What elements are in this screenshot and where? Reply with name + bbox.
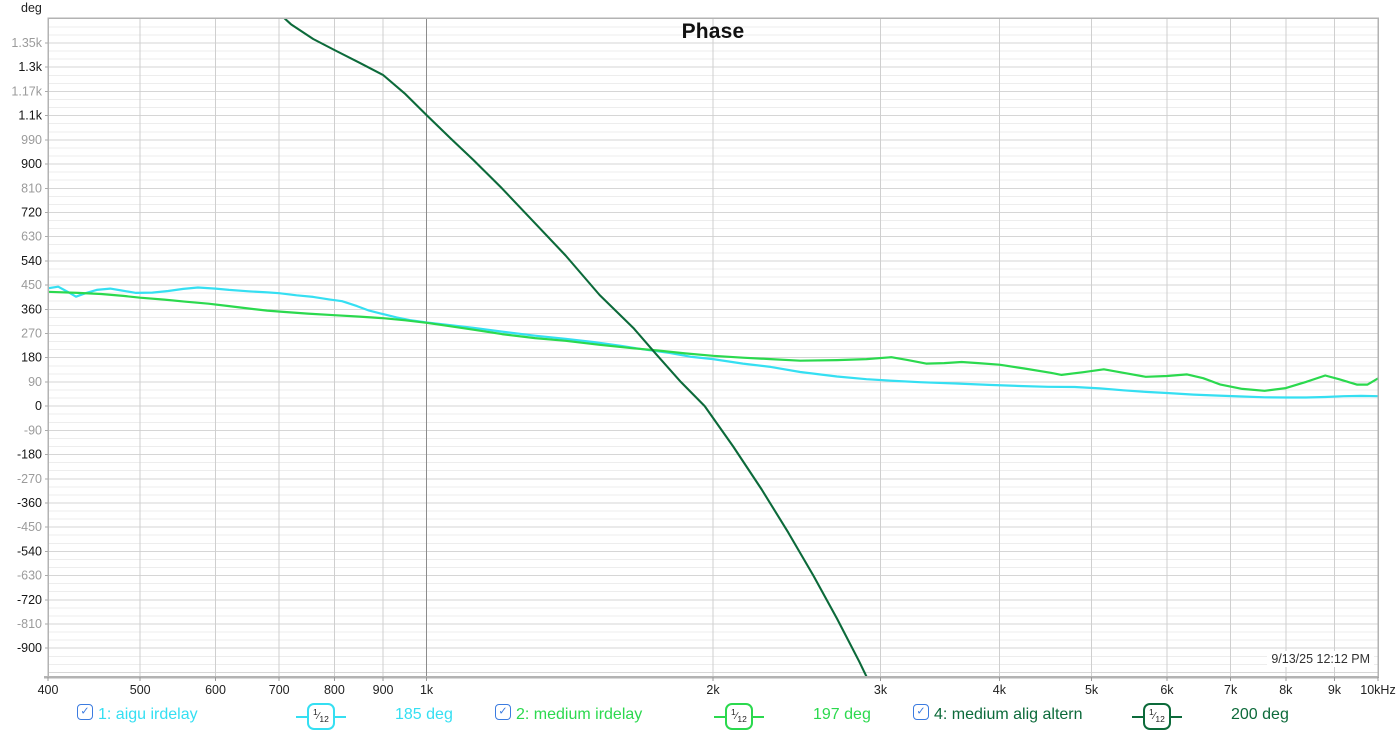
- y-tick-label: -900: [17, 641, 42, 655]
- trace1-visibility-checkbox[interactable]: ✓: [77, 704, 93, 720]
- x-tick-label: 1k: [420, 683, 434, 697]
- checkmark-icon: ✓: [498, 705, 508, 717]
- y-tick-label: 1.17k: [11, 84, 42, 98]
- trace1-smoothing-icon: 1⁄12: [296, 703, 346, 730]
- smoothing-stub-right: [334, 715, 346, 718]
- smoothing-stub-right: [752, 715, 764, 718]
- y-tick-label: 990: [21, 133, 42, 147]
- x-tick-label: 5k: [1085, 683, 1099, 697]
- y-tick-label: -540: [17, 544, 42, 558]
- y-tick-label: 630: [21, 230, 42, 244]
- y-tick-label: 450: [21, 278, 42, 292]
- plot-border: [44, 17, 1379, 679]
- y-axis-labels: 1.35k1.3k1.17k1.1k9909008107206305404503…: [11, 36, 42, 655]
- y-tick-label: 360: [21, 302, 42, 316]
- trace-lines: [48, 18, 1378, 677]
- x-tick-label: 7k: [1224, 683, 1238, 697]
- trace3-visibility-checkbox[interactable]: ✓: [913, 704, 929, 720]
- timestamp: 9/13/25 12:12 PM: [1267, 651, 1374, 667]
- y-tick-label: 1.3k: [18, 60, 42, 74]
- x-tick-label: 900: [373, 683, 394, 697]
- y-tick-label: 90: [28, 375, 42, 389]
- smoothing-fraction: 1⁄12: [1143, 703, 1171, 730]
- x-tick-label: 8k: [1279, 683, 1293, 697]
- y-tick-label: -720: [17, 593, 42, 607]
- legend-bar: [0, 700, 1400, 728]
- trace3-smoothing-icon: 1⁄12: [1132, 703, 1182, 730]
- y-tick-label: -180: [17, 448, 42, 462]
- vertical-gridlines: [139, 18, 1379, 677]
- x-tick-label: 500: [130, 683, 151, 697]
- trace2-smoothing-icon: 1⁄12: [714, 703, 764, 730]
- trace-3: [282, 18, 868, 677]
- trace1-label: 1: aigu irdelay: [98, 706, 198, 723]
- y-tick-label: -630: [17, 569, 42, 583]
- trace-1: [48, 285, 1378, 399]
- x-axis-labels: 400 500 600 700 800 900 1k 2k 3k 4k 5k 6k 7k 8k 9k 10kH…: [38, 683, 1396, 697]
- y-tick-label: 720: [21, 205, 42, 219]
- x-tick-label: 4k: [993, 683, 1007, 697]
- trace2-visibility-checkbox[interactable]: ✓: [495, 704, 511, 720]
- x-tick-label: 800: [324, 683, 345, 697]
- trace3-label: 4: medium alig altern: [934, 706, 1083, 723]
- trace-2: [48, 290, 1378, 392]
- y-tick-label: 0: [35, 399, 42, 413]
- y-tick-label: 1.1k: [18, 109, 42, 123]
- y-tick-label: -360: [17, 496, 42, 510]
- y-tick-label: -450: [17, 520, 42, 534]
- x-tick-label: 2k: [706, 683, 720, 697]
- x-tick-label: 400: [38, 683, 59, 697]
- trace1-cursor-value: 185 deg: [395, 706, 453, 723]
- x-tick-label: 3k: [874, 683, 888, 697]
- tick-marks: [45, 42, 1379, 681]
- checkmark-icon: ✓: [916, 705, 926, 717]
- smoothing-fraction: 1⁄12: [725, 703, 753, 730]
- y-tick-label: 1.35k: [11, 36, 42, 50]
- y-tick-label: 180: [21, 351, 42, 365]
- y-tick-label: 900: [21, 157, 42, 171]
- y-tick-label: 270: [21, 327, 42, 341]
- smoothing-fraction: 1⁄12: [307, 703, 335, 730]
- smoothing-stub-left: [714, 715, 725, 718]
- smoothing-stub-left: [296, 715, 307, 718]
- smoothing-stub-left: [1132, 715, 1143, 718]
- checkmark-icon: ✓: [80, 705, 90, 717]
- trace2-label: 2: medium irdelay: [516, 706, 643, 723]
- phase-chart[interactable]: 1.35k1.3k1.17k1.1k9909008107206305404503…: [0, 0, 1400, 700]
- y-tick-label: -810: [17, 617, 42, 631]
- y-tick-label: -90: [24, 423, 42, 437]
- x-tick-label: 9k: [1328, 683, 1342, 697]
- y-axis-unit-label: deg: [21, 1, 42, 15]
- y-tick-label: 810: [21, 181, 42, 195]
- x-tick-label: 600: [205, 683, 226, 697]
- x-tick-label: 6k: [1160, 683, 1174, 697]
- y-tick-label: 540: [21, 254, 42, 268]
- y-tick-label: -270: [17, 472, 42, 486]
- x-tick-label: 10kHz: [1360, 683, 1395, 697]
- x-tick-label: 700: [269, 683, 290, 697]
- chart-title: Phase: [681, 20, 745, 43]
- trace3-cursor-value: 200 deg: [1231, 706, 1289, 723]
- smoothing-stub-right: [1170, 715, 1182, 718]
- trace2-cursor-value: 197 deg: [813, 706, 871, 723]
